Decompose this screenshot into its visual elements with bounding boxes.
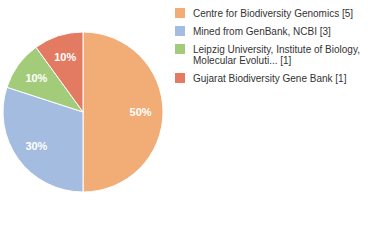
slices: [3, 32, 163, 192]
legend-swatch: [175, 26, 185, 36]
data-label: 50%: [130, 106, 152, 118]
legend-label: Gujarat Biodiversity Gene Bank [1]: [193, 73, 347, 84]
legend-swatch: [175, 44, 185, 54]
legend-label: Leipzig University, Institute of Biology…: [193, 44, 360, 66]
data-label: 10%: [54, 51, 76, 63]
legend: Centre for Biodiversity Genomics [5] Mine…: [175, 8, 360, 84]
data-label: 30%: [25, 140, 47, 152]
data-label: 10%: [25, 72, 47, 84]
legend-label: Mined from GenBank, NCBI [3]: [193, 26, 331, 37]
pie-slice: [83, 32, 163, 192]
legend-label: Centre for Biodiversity Genomics [5]: [193, 8, 353, 19]
legend-swatch: [175, 73, 185, 83]
legend-swatch: [175, 8, 185, 18]
data-labels: 50% 30% 10% 10%: [25, 51, 151, 152]
chart: 50% 30% 10% 10% Centre for Biodiversity Geno…: [0, 0, 380, 240]
